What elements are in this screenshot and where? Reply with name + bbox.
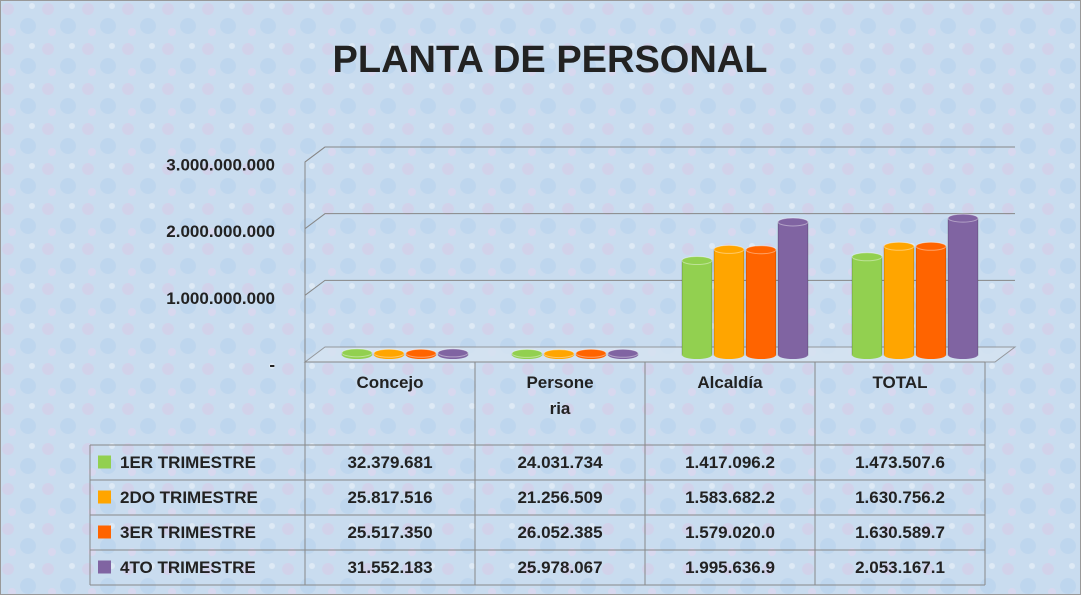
legend-key — [98, 455, 111, 469]
table-value: 1.473.507.6 — [855, 453, 945, 472]
table-value: 1.995.636.9 — [685, 558, 775, 577]
category-cell: TOTAL — [872, 373, 928, 392]
bar-top — [341, 348, 373, 358]
bar — [883, 245, 915, 356]
x-tick-label: TOTAL — [872, 373, 928, 392]
bar-top — [607, 348, 639, 358]
table-value: 31.552.183 — [347, 558, 432, 577]
grid-line — [304, 146, 1015, 163]
table-value: 1.579.020.0 — [685, 523, 775, 542]
table-value: 1.630.589.7 — [855, 523, 945, 542]
table-value: 25.517.350 — [347, 523, 432, 542]
bar-top — [713, 244, 745, 254]
bar — [713, 248, 745, 356]
y-tick-label: 1.000.000.000 — [166, 289, 275, 308]
table-value: 1.417.096.2 — [685, 453, 775, 472]
table-value: 25.817.516 — [347, 488, 432, 507]
bar-top — [575, 348, 607, 358]
bar-top — [405, 348, 437, 358]
y-tick-label: - — [269, 355, 275, 374]
y-tick-label: 2.000.000.000 — [166, 222, 275, 241]
bar-top — [915, 241, 947, 251]
legend-key — [98, 490, 111, 504]
bar-top — [437, 348, 469, 358]
bar — [851, 256, 883, 356]
legend-key — [98, 560, 111, 574]
bar-top — [681, 256, 713, 266]
bar-cap — [778, 351, 808, 359]
x-tick-label: Concejo — [356, 373, 424, 392]
bar-cap — [746, 351, 776, 359]
bar-cap — [714, 351, 744, 359]
bar-top — [511, 348, 543, 358]
bar-cap — [682, 351, 712, 359]
bar-cap — [884, 351, 914, 359]
table-value: 24.031.734 — [517, 453, 603, 472]
bar-top — [373, 348, 405, 358]
legend-label: 3ER TRIMESTRE — [120, 523, 256, 542]
table-value: 1.583.682.2 — [685, 488, 775, 507]
bar-cap — [852, 351, 882, 359]
table-value: 32.379.681 — [347, 453, 432, 472]
bar — [745, 249, 777, 356]
category-cell: Alcaldía — [697, 373, 763, 392]
legend-label: 4TO TRIMESTRE — [120, 558, 256, 577]
y-tick-label: 3.000.000.000 — [166, 155, 275, 174]
bar-top — [777, 217, 809, 227]
table-value: 1.630.756.2 — [855, 488, 945, 507]
chart-title: PLANTA DE PERSONAL — [333, 39, 768, 81]
bar-cap — [948, 351, 978, 359]
bar-top — [745, 245, 777, 255]
legend-label: 1ER TRIMESTRE — [120, 453, 256, 472]
category-cell: Persone ria — [526, 373, 594, 418]
bar-top — [851, 252, 883, 262]
legend-key — [98, 525, 111, 539]
category-cell: Concejo — [356, 373, 424, 392]
grid-line — [304, 213, 1015, 230]
bar — [681, 260, 713, 356]
table-value: 25.978.067 — [517, 558, 602, 577]
x-tick-label: Persone ria — [526, 373, 594, 418]
bar-cap — [916, 351, 946, 359]
bar — [777, 221, 809, 356]
table-value: 2.053.167.1 — [855, 558, 945, 577]
bar-top — [947, 213, 979, 223]
bar — [915, 245, 947, 356]
table-value: 21.256.509 — [517, 488, 602, 507]
legend-label: 2DO TRIMESTRE — [120, 488, 258, 507]
x-tick-label: Alcaldía — [697, 373, 763, 392]
bar-top — [883, 241, 915, 251]
table-value: 26.052.385 — [517, 523, 602, 542]
bar — [947, 217, 979, 356]
bar-top — [543, 349, 575, 359]
